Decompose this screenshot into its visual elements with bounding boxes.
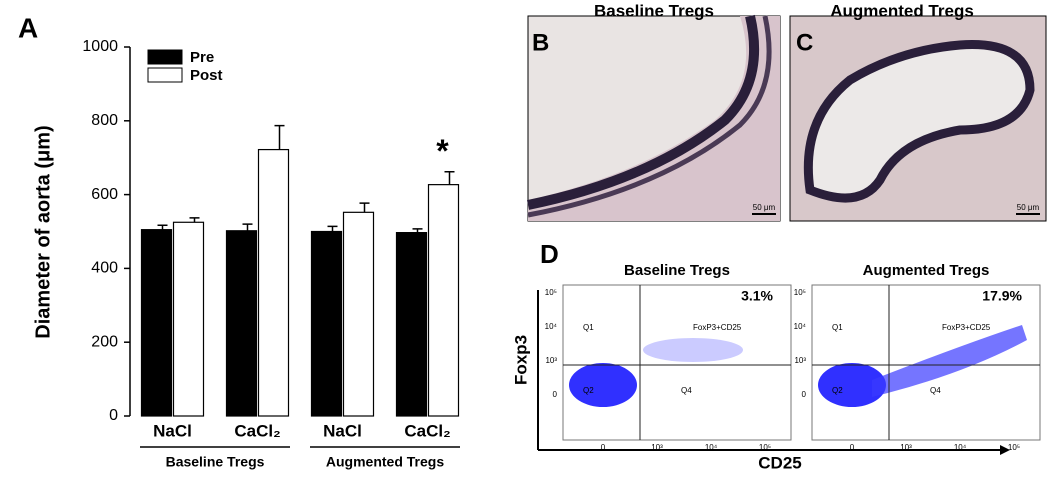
- quadrant-label: FoxP3+CD25: [942, 323, 991, 332]
- group-label: Augmented Tregs: [326, 454, 444, 470]
- legend-swatch: [147, 49, 183, 65]
- y-axis-label: Foxp3: [511, 335, 530, 385]
- bar: [427, 184, 460, 417]
- bar: [140, 229, 173, 417]
- bar: [225, 230, 258, 417]
- x-tick-label: CaCl₂: [404, 421, 450, 440]
- y-tick-label: 0: [109, 407, 118, 424]
- y-tick-label: 10⁵: [794, 288, 806, 297]
- quadrant-label: Q2: [583, 386, 594, 395]
- vessel-wall: [527, 15, 772, 218]
- legend-label: Pre: [190, 49, 214, 66]
- error-bar: [189, 217, 200, 223]
- error-bar: [157, 224, 168, 230]
- legend-swatch: [147, 67, 183, 83]
- micrograph-b: B Baseline Tregs 50 μm: [526, 1, 781, 222]
- quadrant-label: Q2: [832, 386, 843, 395]
- panel-label: D: [540, 239, 559, 269]
- error-bar: [444, 170, 455, 185]
- bar: [310, 230, 343, 417]
- y-axis-label: Diameter of aorta (μm): [32, 125, 54, 338]
- panel-title: Baseline Tregs: [594, 1, 714, 20]
- event-cloud: [818, 363, 886, 407]
- panel-label: A: [18, 12, 38, 43]
- y-tick-label: 10³: [545, 356, 557, 365]
- flow-plot: Q1 Q2 Q4 FoxP3+CD25: [562, 284, 792, 441]
- x-tick-label: 10⁵: [759, 443, 771, 452]
- x-tick-label: 10⁵: [1008, 443, 1020, 452]
- y-tick-label: 0: [553, 390, 558, 399]
- vessel-wall: [526, 14, 760, 210]
- event-cloud: [569, 363, 637, 407]
- bar: [257, 148, 290, 417]
- x-tick-label: 0: [850, 443, 855, 452]
- y-tick-label: 10⁵: [545, 288, 557, 297]
- y-tick-label: 10⁴: [545, 322, 558, 331]
- vessel-wall: [803, 40, 1035, 203]
- error-bar: [412, 228, 423, 233]
- error-bar: [274, 124, 285, 150]
- y-tick-label: 200: [91, 333, 118, 350]
- x-tick-label: 10³: [651, 443, 663, 452]
- error-bar: [242, 223, 253, 231]
- bar: [342, 211, 375, 417]
- quadrant-label: FoxP3+CD25: [693, 323, 742, 332]
- error-bar: [359, 202, 370, 213]
- x-tick-label: NaCl: [323, 421, 362, 440]
- x-tick-label: 0: [601, 443, 606, 452]
- event-cloud: [872, 325, 1027, 397]
- micrograph-c: C Augmented Tregs 50 μm: [789, 1, 1047, 222]
- flow-plot: Q1 Q2 Q4 FoxP3+CD25: [811, 284, 1041, 441]
- plot-title: Augmented Tregs: [863, 262, 990, 279]
- plot-title: Baseline Tregs: [624, 262, 730, 279]
- event-cloud: [643, 338, 743, 362]
- quadrant-label: Q1: [832, 323, 843, 332]
- annotation: *: [436, 133, 449, 169]
- quadrant-label: Q4: [681, 386, 692, 395]
- x-tick-label: CaCl₂: [234, 421, 280, 440]
- y-tick-label: 0: [802, 390, 807, 399]
- x-tick-label: 10⁴: [954, 443, 967, 452]
- percent: 3.1%: [741, 288, 773, 304]
- error-bar: [327, 225, 338, 232]
- panel-title: Augmented Tregs: [830, 1, 974, 20]
- y-tick-label: 1000: [82, 38, 118, 55]
- x-tick-label: 10³: [900, 443, 912, 452]
- group-label: Baseline Tregs: [166, 454, 265, 470]
- y-tick-label: 10³: [794, 356, 806, 365]
- scale-label: 50 μm: [1017, 203, 1040, 212]
- tissue: [528, 16, 780, 221]
- y-tick-label: 800: [91, 112, 118, 129]
- plot-frame: [562, 284, 792, 441]
- x-tick-label: NaCl: [153, 421, 192, 440]
- percent: 17.9%: [982, 288, 1022, 304]
- panel-label: C: [796, 29, 813, 56]
- y-tick-label: 400: [91, 260, 118, 277]
- bar: [395, 232, 428, 417]
- y-tick-label: 10⁴: [794, 322, 807, 331]
- x-tick-label: 10⁴: [705, 443, 718, 452]
- quadrant-label: Q4: [930, 386, 941, 395]
- quadrant-label: Q1: [583, 323, 594, 332]
- scale-label: 50 μm: [753, 203, 776, 212]
- arrow-head: [1000, 445, 1010, 455]
- flow-panel: D Foxp3 CD25: [511, 239, 1010, 472]
- y-tick-label: 600: [91, 186, 118, 203]
- x-axis-label: CD25: [758, 453, 801, 472]
- bar: [172, 221, 205, 417]
- legend-label: Post: [190, 67, 223, 84]
- panel-label: B: [532, 29, 549, 56]
